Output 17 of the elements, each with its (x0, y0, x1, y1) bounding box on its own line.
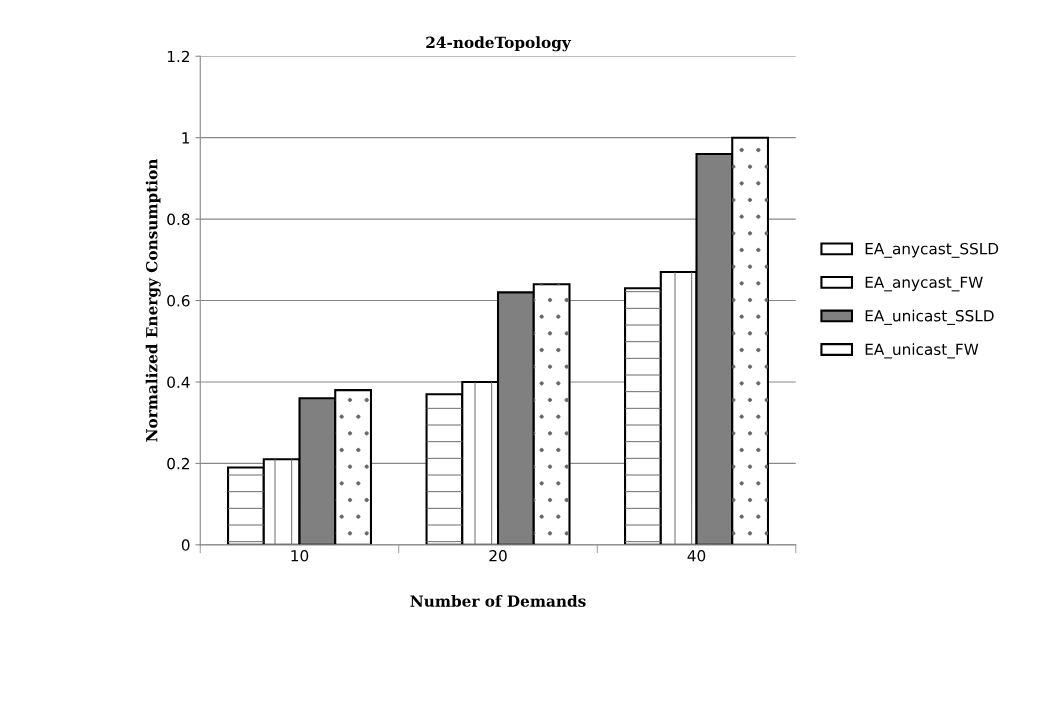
y-tick-label: 0.2 (167, 457, 190, 470)
y-tick-label: 1.2 (167, 50, 190, 63)
y-tick-label: 0 (181, 539, 190, 551)
y-axis-title: Normalized Energy Consumption (145, 158, 161, 442)
y-tick-label: 0.8 (167, 213, 190, 226)
x-axis-title: Number of Demands (410, 595, 586, 607)
y-tick-label: 0.6 (167, 295, 190, 307)
legend-label: EA_anycast_FW (865, 276, 983, 292)
legend-label: EA_unicast_SSLD (865, 309, 994, 325)
y-tick-label: 0.4 (167, 376, 190, 388)
x-tick-label: 20 (489, 549, 507, 562)
x-tick-label: 40 (687, 549, 706, 562)
y-tick-label: 1 (182, 132, 190, 144)
chart-title: 24-nodeTopology (426, 36, 572, 52)
legend-label: EA_anycast_SSLD (865, 242, 999, 258)
x-tick-label: 10 (291, 549, 309, 562)
legend-label: EA_unicast_FW (865, 343, 979, 359)
